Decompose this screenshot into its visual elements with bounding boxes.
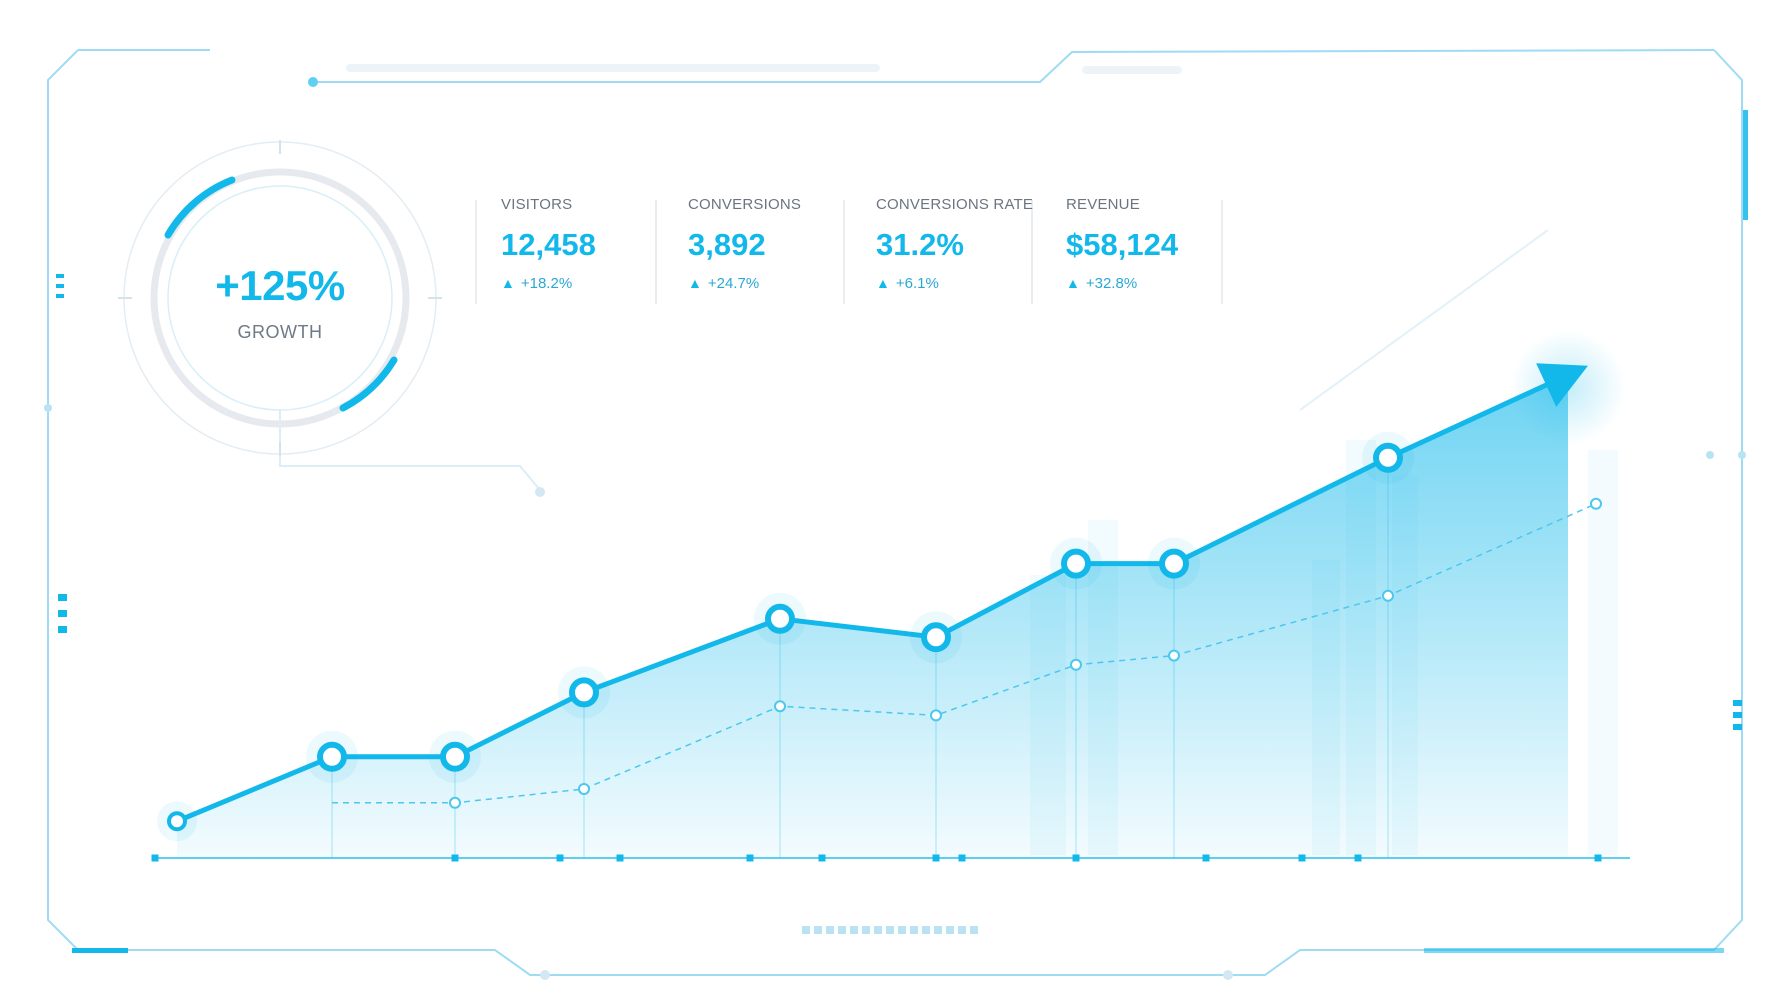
chart-layer: [151, 329, 1630, 862]
kpi-label: CONVERSIONS RATE: [876, 196, 1034, 213]
kpi-value: 12,458: [501, 227, 596, 262]
up-triangle-icon: ▲: [501, 275, 515, 291]
data-point: [1061, 548, 1091, 579]
kpi-delta-value: +6.1%: [895, 275, 939, 292]
data-point: [1373, 442, 1403, 473]
kpi-delta-value: +18.2%: [520, 275, 573, 292]
hud-frame: [47, 49, 1743, 976]
gauge-value: +125%: [215, 262, 345, 309]
kpi-label: REVENUE: [1066, 196, 1140, 213]
data-point: [921, 622, 951, 653]
kpi-visitors: VISITORS 12,458 ▲ +18.2%: [501, 196, 596, 292]
kpi-delta-value: +24.7%: [707, 275, 760, 292]
hud-accents: [44, 64, 1748, 980]
data-point: [1159, 548, 1189, 579]
series-area: [177, 375, 1568, 858]
secondary-series-point: [578, 783, 590, 795]
up-triangle-icon: ▲: [1066, 275, 1080, 291]
data-point: [765, 603, 795, 634]
kpi-label: CONVERSIONS: [688, 196, 802, 213]
kpi-delta-value: +32.8%: [1085, 275, 1138, 292]
kpi-value: 3,892: [688, 227, 766, 262]
kpi-revenue: REVENUE $58,124 ▲ +32.8%: [1066, 196, 1178, 292]
gauge-label: GROWTH: [237, 322, 323, 342]
up-triangle-icon: ▲: [876, 275, 890, 291]
kpi-label: VISITORS: [501, 196, 573, 213]
kpi-delta: ▲ +24.7%: [688, 275, 801, 292]
kpi-delta: ▲ +18.2%: [501, 275, 596, 292]
secondary-series-point: [1070, 658, 1082, 671]
data-point: [440, 741, 470, 772]
data-point: [569, 677, 599, 708]
axis-tick-marker: [151, 854, 159, 862]
secondary-series-point: [449, 796, 461, 809]
main-series-line: [174, 372, 1571, 824]
secondary-series-point: [1382, 589, 1394, 602]
up-triangle-icon: ▲: [688, 275, 702, 291]
axis-tick-marker: [1594, 854, 1602, 862]
growth-gauge: [118, 140, 442, 456]
kpi-value: $58,124: [1066, 227, 1179, 262]
data-point: [317, 741, 347, 772]
kpi-conversions: CONVERSIONS 3,892 ▲ +24.7%: [688, 196, 801, 292]
kpi-delta: ▲ +32.8%: [1066, 275, 1178, 292]
kpi-conversion-rate: CONVERSIONS RATE 31.2% ▲ +6.1%: [876, 196, 1033, 292]
data-point: [167, 811, 187, 832]
kpi-value: 31.2%: [876, 227, 964, 262]
secondary-series-point: [930, 709, 942, 722]
secondary-series-point: [774, 700, 786, 713]
kpi-dividers: [475, 200, 1223, 304]
secondary-series-point: [1590, 497, 1602, 510]
kpi-delta: ▲ +6.1%: [876, 275, 1033, 292]
arrow-head-icon: [1536, 363, 1588, 407]
secondary-series-point: [1168, 649, 1180, 662]
